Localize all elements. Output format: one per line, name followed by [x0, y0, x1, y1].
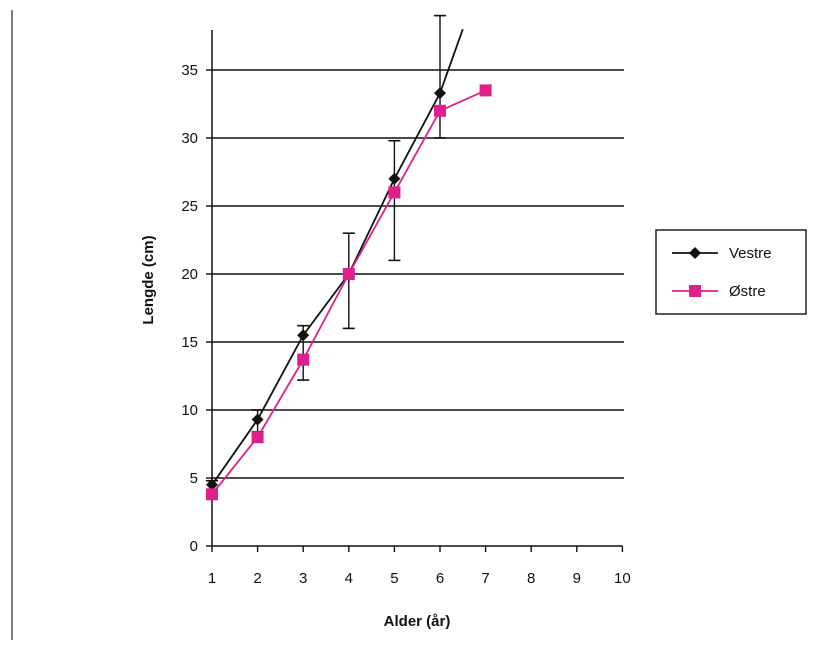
- data-point-vestre-3: [297, 329, 310, 342]
- series-markers: [206, 84, 492, 501]
- legend-label-vestre: Vestre: [729, 245, 772, 262]
- y-tick-label-35: 35: [181, 62, 198, 79]
- tick-labels: 0 5 10 15 20 25 30 35 1 2 3 4 5 6 7 8 9 10: [181, 62, 630, 587]
- data-point-vestre-5: [388, 172, 401, 185]
- legend-label-ostre: Østre: [729, 283, 766, 300]
- legend-marker-ostre: [689, 285, 701, 297]
- grid: [212, 69, 624, 479]
- y-tick-label-20: 20: [181, 266, 198, 283]
- series-line-vestre: [211, 28, 464, 486]
- data-point-ostre-4: [342, 268, 355, 280]
- x-tick-label-6: 6: [436, 570, 444, 587]
- x-tick-label-8: 8: [527, 570, 535, 587]
- legend-box: [655, 229, 807, 315]
- y-tick-label-15: 15: [181, 334, 198, 351]
- x-axis-title: Alder (år): [384, 613, 451, 630]
- data-point-ostre-1: [206, 488, 218, 501]
- x-tick-label-3: 3: [299, 570, 307, 587]
- data-point-ostre-3: [297, 353, 310, 366]
- x-tick-label-7: 7: [481, 570, 489, 587]
- axes: [206, 30, 624, 552]
- y-tick-label-30: 30: [181, 130, 198, 147]
- y-tick-label-10: 10: [181, 402, 198, 419]
- x-tick-label-10: 10: [614, 570, 631, 587]
- x-tick-label-1: 1: [208, 570, 216, 587]
- y-tick-label-0: 0: [190, 538, 198, 555]
- x-tick-label-5: 5: [390, 570, 398, 587]
- data-point-vestre-2: [251, 413, 264, 426]
- data-point-ostre-6: [434, 104, 446, 117]
- data-point-vestre-1: [206, 478, 218, 491]
- data-point-ostre-5: [388, 186, 401, 199]
- data-point-ostre-7: [479, 84, 492, 97]
- x-tick-label-9: 9: [573, 570, 581, 587]
- data-point-ostre-2: [251, 431, 264, 444]
- legend: Vestre Østre: [655, 229, 807, 315]
- x-tick-label-2: 2: [253, 570, 261, 587]
- data-point-vestre-6: [434, 87, 446, 100]
- x-tick-label-4: 4: [345, 570, 353, 587]
- y-axis-title: Lengde (cm): [140, 235, 157, 324]
- error-bars: [206, 14, 446, 493]
- legend-marker-vestre: [689, 247, 701, 259]
- y-tick-label-5: 5: [190, 470, 198, 487]
- y-tick-label-25: 25: [181, 198, 198, 215]
